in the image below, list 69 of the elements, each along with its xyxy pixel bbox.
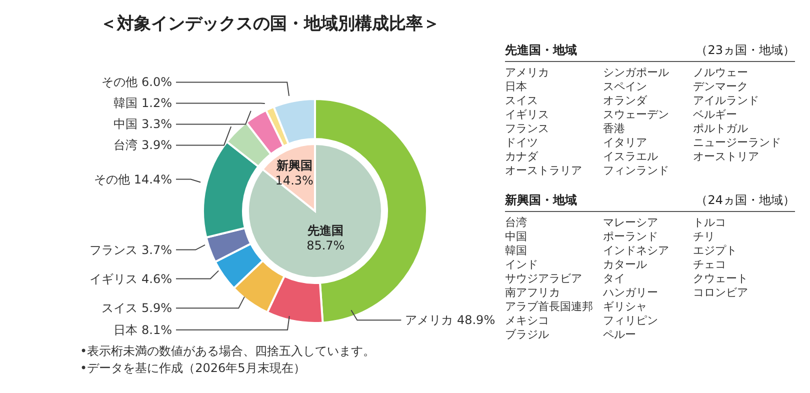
- text: チリ: [693, 230, 716, 244]
- slice-label: その他 6.0%: [102, 75, 172, 90]
- text: オランダ: [603, 94, 648, 108]
- text: （24ヵ国・地域）: [696, 192, 795, 209]
- text: カナダ: [505, 150, 540, 164]
- text: •データを基に作成（2026年5月末現在）: [80, 360, 306, 377]
- text: インドネシア: [603, 244, 670, 258]
- slice-label: 台湾 3.9%: [114, 138, 172, 152]
- text: 新興国・地域: [505, 192, 577, 209]
- text: デンマーク: [693, 80, 749, 94]
- text: 南アフリカ: [505, 286, 561, 300]
- text: 韓国: [505, 244, 528, 258]
- text: シンガポール: [603, 66, 670, 80]
- text: スペイン: [603, 80, 648, 94]
- slice-label: その他 14.4%: [94, 172, 172, 186]
- text: チェコ: [693, 258, 727, 272]
- text: トルコ: [693, 216, 727, 230]
- text: タイ: [603, 272, 626, 286]
- text: 中国: [505, 230, 528, 244]
- text: マレーシア: [603, 216, 659, 230]
- text: ポルトガル: [693, 122, 749, 136]
- text: ノルウェー: [693, 66, 749, 80]
- text: スイス: [505, 94, 539, 108]
- text: イスラエル: [603, 150, 659, 164]
- text: クウェート: [693, 272, 749, 286]
- slice-label: スイス 5.9%: [102, 301, 172, 316]
- text: サウジアラビア: [505, 272, 583, 286]
- text: イタリア: [603, 136, 648, 150]
- text: •表示桁未満の数値がある場合、四捨五入しています。: [80, 343, 376, 360]
- slice-label: 韓国 1.2%: [114, 96, 172, 110]
- text: ドイツ: [505, 136, 539, 150]
- text: カタール: [603, 258, 648, 272]
- text: フランス: [505, 122, 550, 136]
- text: コロンビア: [693, 286, 749, 300]
- data-label: 85.7%: [306, 238, 345, 252]
- text: メキシコ: [505, 314, 550, 328]
- text: オーストリア: [693, 150, 760, 164]
- text: イギリス: [505, 108, 550, 122]
- data-label: 14.3%: [275, 174, 314, 188]
- text: ペルー: [603, 328, 637, 342]
- slice-label: 日本 8.1%: [114, 322, 172, 337]
- text: ギリシャ: [603, 300, 648, 314]
- chart-title: ＜対象インデックスの国・地域別構成比率＞: [100, 13, 440, 35]
- text: 日本: [505, 80, 528, 94]
- text: アイルランド: [693, 94, 760, 108]
- text: フィリピン: [603, 314, 659, 328]
- slice-label: イギリス 4.6%: [90, 272, 172, 286]
- slice-label: 先進国: [306, 223, 344, 238]
- text: フィンランド: [603, 164, 670, 178]
- slice-label: アメリカ 48.9%: [405, 313, 496, 328]
- text: （23ヵ国・地域）: [696, 42, 795, 59]
- text: ニュージーランド: [693, 136, 782, 150]
- text: ブラジル: [505, 328, 550, 342]
- text: 先進国・地域: [505, 42, 577, 59]
- text: ハンガリー: [603, 286, 659, 300]
- text: アメリカ: [505, 66, 550, 80]
- text: オーストラリア: [505, 164, 583, 178]
- text: ベルギー: [693, 108, 738, 122]
- text: アラブ首長国連邦: [505, 300, 594, 314]
- slice-label: 中国 3.3%: [114, 117, 172, 132]
- pie-slice: [247, 143, 383, 279]
- text: ポーランド: [603, 230, 659, 244]
- text: インド: [505, 258, 539, 272]
- text: 台湾: [505, 216, 528, 230]
- text: エジプト: [693, 244, 738, 258]
- text: 香港: [603, 122, 626, 136]
- slice-label: フランス 3.7%: [90, 242, 172, 257]
- text: スウェーデン: [603, 108, 670, 122]
- slice-label: 新興国: [275, 158, 312, 173]
